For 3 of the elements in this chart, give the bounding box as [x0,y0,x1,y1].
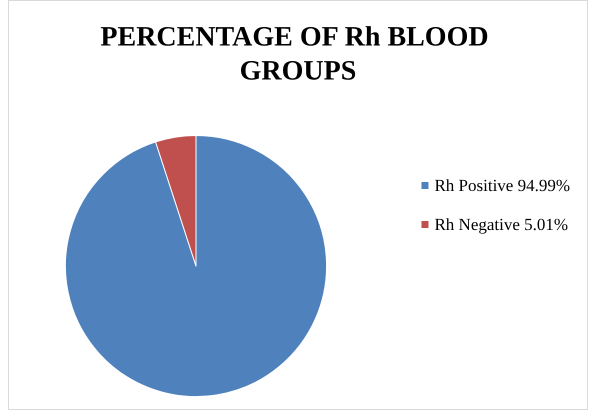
legend-label: Rh Negative 5.01% [434,215,568,234]
legend-label: Rh Positive 94.99% [434,176,570,195]
chart-title: PERCENTAGE OF Rh BLOOD GROUPS [100,22,496,86]
